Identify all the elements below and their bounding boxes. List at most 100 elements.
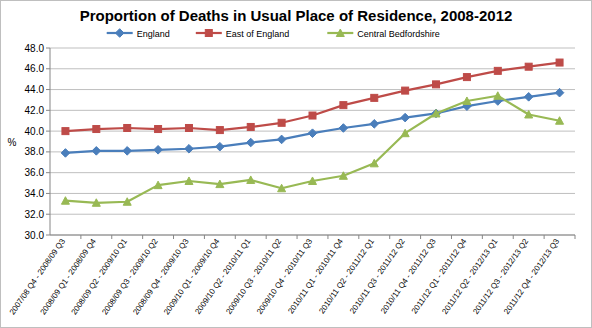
y-tick [46,214,50,215]
data-point [525,110,533,118]
data-point [371,94,378,101]
y-tick-label: 40.0 [25,126,45,137]
y-tick [46,151,50,152]
x-tick [111,235,112,239]
legend-item: England [107,29,170,39]
data-point [402,87,409,94]
data-point [185,124,192,131]
data-point [185,177,193,185]
x-tick-label: 2008/09 Q4 - 2009/10 Q3 [131,237,191,317]
x-tick [80,235,81,239]
grid-line [50,214,575,215]
series-line [65,96,559,203]
legend-item: East of England [196,29,290,39]
data-point [277,135,286,144]
legend-marker [336,29,344,37]
data-point [370,120,379,129]
x-tick [420,235,421,239]
x-tick-label: 2011/12 Q4 - 2012/13 Q3 [502,237,561,316]
data-point [463,97,471,105]
data-point [154,146,163,155]
y-tick [46,172,50,173]
x-tick-label: 2007/08 Q4 - 2008/09 Q3 [8,237,68,317]
x-tick [142,235,143,239]
x-tick [451,235,452,239]
y-tick [46,89,50,90]
data-point [246,138,255,147]
data-point [155,126,162,133]
data-point [216,180,224,188]
data-point [278,184,286,192]
data-point [339,124,348,133]
data-point [93,126,100,133]
data-point [524,93,533,102]
data-point [216,127,223,134]
chart-border [1,1,592,328]
x-tick-label: 2011/12 Q2 - 2012/13 Q1 [440,237,499,316]
grid-line [50,110,575,111]
y-tick-label: 42.0 [25,105,45,116]
x-tick-label: 2009/10 Q1 - 2009/10 Q4 [162,237,222,317]
x-tick [575,235,576,239]
y-tick-label: 32.0 [25,209,45,220]
y-axis-label: % [8,137,17,148]
data-point [433,81,440,88]
x-tick-label: 2010/11 Q4 - 2011/12 Q3 [379,237,438,316]
data-point [494,92,502,100]
y-axis [50,48,51,235]
y-tick-label: 46.0 [25,63,45,74]
data-point [216,142,225,151]
legend-marker [205,30,212,37]
data-point [92,147,101,156]
data-point [525,63,532,70]
data-point [247,123,254,130]
data-point [278,119,285,126]
series-line [65,93,559,153]
data-point [401,113,410,122]
x-tick-label: 2008/09 Q2 - 2009/10 Q1 [69,237,129,317]
data-point [123,147,132,156]
x-tick-label: 2010/11 Q2 - 2011/12 Q1 [317,237,376,316]
data-point [370,159,378,167]
plot-area [61,59,564,206]
x-tick-label: 2011/12 Q3 - 2012/13 Q2 [471,237,530,316]
grid-line [50,235,575,236]
data-point [432,109,440,117]
data-point [92,199,100,207]
legend-label: England [137,29,170,39]
title: Proportion of Deaths in Usual Place of R… [80,7,513,24]
legend-marker [115,29,124,38]
legend-item: Central Bedfordshire [327,29,440,39]
y-tick [46,48,50,49]
data-point [339,172,347,180]
legend-label: Central Bedfordshire [357,29,440,39]
data-point [308,129,317,138]
x-tick [482,235,483,239]
grid-line [50,48,575,49]
data-point [463,74,470,81]
x-tick-label: 2011/12 Q1 - 2011/12 Q4 [410,237,469,316]
x-tick [358,235,359,239]
x-tick [544,235,545,239]
x-tick [235,235,236,239]
x-tick [327,235,328,239]
y-tick [46,193,50,194]
x-tick-label: 2009/10 Q4 - 2010/11 Q3 [255,237,314,316]
grid-line [50,172,575,173]
chart: Proportion of Deaths in Usual Place of R… [0,0,592,328]
x-axis [50,235,575,236]
x-tick-label: 2009/10 Q2 - 2010/11 Q1 [193,237,252,316]
y-tick-label: 44.0 [25,84,45,95]
y-tick-label: 38.0 [25,146,45,157]
data-point [123,198,131,206]
x-tick [173,235,174,239]
data-point [61,149,70,158]
data-point [124,124,131,131]
y-tick-label: 30.0 [25,230,45,241]
y-tick [46,131,50,132]
data-point [340,102,347,109]
data-point [247,176,255,184]
grid-line [50,89,575,90]
x-tick-label: 2008/09 Q3 - 2009/10 Q2 [100,237,160,317]
data-point [154,181,162,189]
